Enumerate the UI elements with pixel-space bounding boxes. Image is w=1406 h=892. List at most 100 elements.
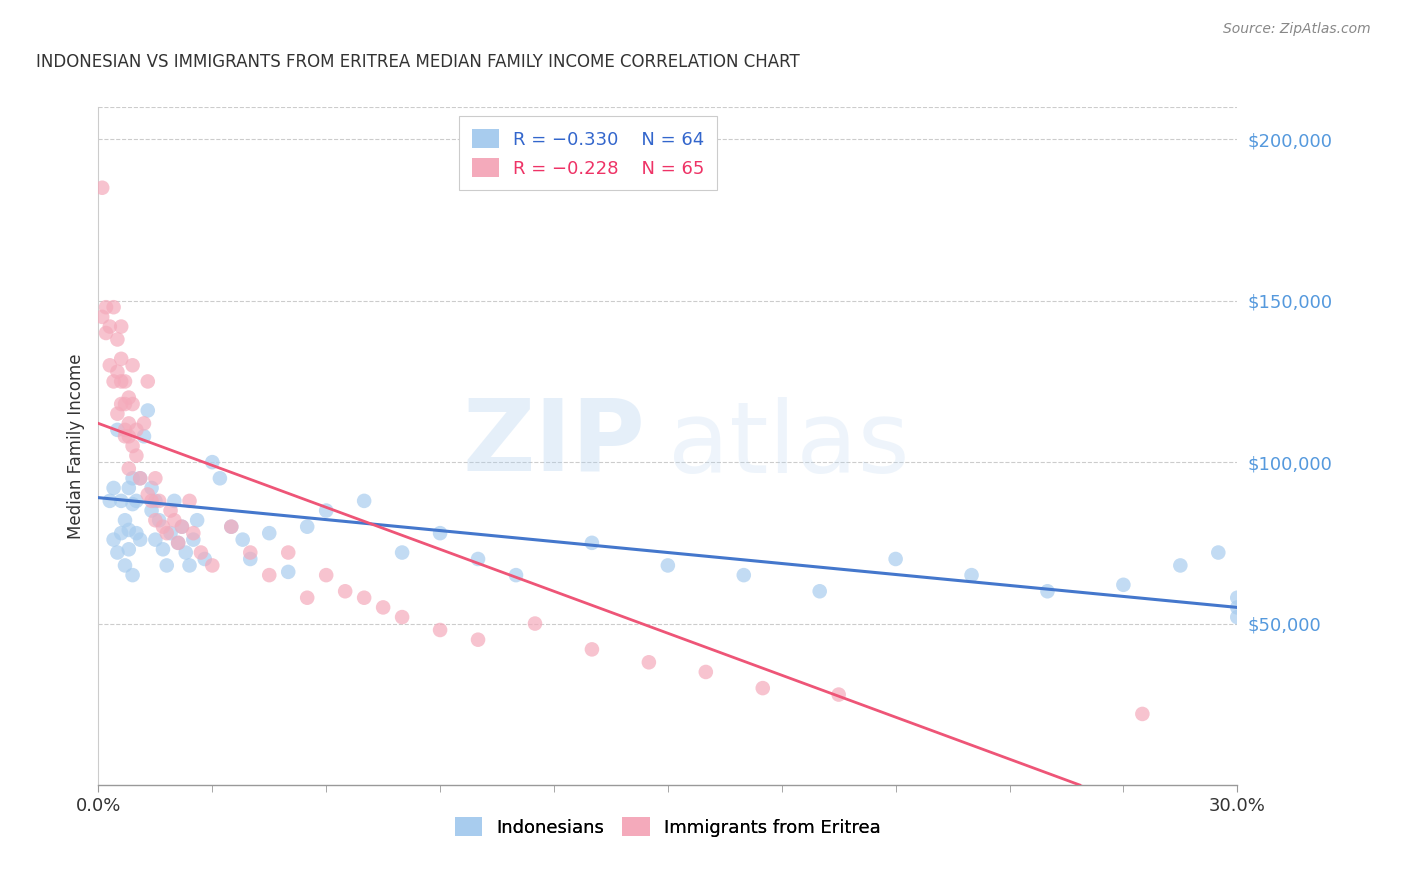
Point	[118, 429, 141, 443]
Point	[1208, 545, 1230, 559]
Point	[638, 655, 661, 669]
Point	[136, 375, 159, 389]
Point	[114, 423, 136, 437]
Point	[129, 533, 152, 547]
Point	[183, 533, 205, 547]
Point	[201, 455, 224, 469]
Point	[467, 552, 489, 566]
Point	[114, 375, 136, 389]
Point	[733, 568, 755, 582]
Point	[179, 494, 201, 508]
Point	[179, 558, 201, 573]
Point	[277, 545, 299, 559]
Point	[581, 536, 603, 550]
Point	[1226, 600, 1249, 615]
Point	[121, 397, 143, 411]
Point	[190, 545, 212, 559]
Point	[107, 545, 129, 559]
Point	[114, 513, 136, 527]
Point	[125, 449, 148, 463]
Point	[125, 423, 148, 437]
Point	[118, 481, 141, 495]
Point	[1170, 558, 1192, 573]
Point	[159, 526, 181, 541]
Point	[103, 375, 125, 389]
Point	[107, 365, 129, 379]
Point	[429, 526, 451, 541]
Point	[239, 552, 262, 566]
Point	[221, 519, 243, 533]
Point	[170, 519, 193, 533]
Point	[121, 439, 143, 453]
Point	[315, 503, 337, 517]
Point	[121, 497, 143, 511]
Point	[695, 665, 717, 679]
Point	[114, 429, 136, 443]
Point	[94, 326, 117, 340]
Point	[107, 423, 129, 437]
Point	[110, 351, 132, 366]
Point	[145, 533, 167, 547]
Point	[148, 494, 170, 508]
Point	[118, 417, 141, 431]
Point	[174, 545, 197, 559]
Text: Source: ZipAtlas.com: Source: ZipAtlas.com	[1223, 22, 1371, 37]
Point	[1036, 584, 1059, 599]
Point	[1226, 591, 1249, 605]
Point	[121, 568, 143, 582]
Point	[884, 552, 907, 566]
Point	[277, 565, 299, 579]
Point	[110, 397, 132, 411]
Point	[91, 310, 114, 324]
Point	[163, 494, 186, 508]
Point	[107, 333, 129, 347]
Point	[110, 526, 132, 541]
Legend: Indonesians, Immigrants from Eritrea: Indonesians, Immigrants from Eritrea	[447, 809, 889, 844]
Point	[208, 471, 231, 485]
Text: INDONESIAN VS IMMIGRANTS FROM ERITREA MEDIAN FAMILY INCOME CORRELATION CHART: INDONESIAN VS IMMIGRANTS FROM ERITREA ME…	[35, 53, 800, 70]
Point	[114, 558, 136, 573]
Point	[353, 494, 375, 508]
Point	[91, 180, 114, 194]
Point	[960, 568, 983, 582]
Point	[297, 591, 319, 605]
Point	[141, 494, 163, 508]
Text: atlas: atlas	[668, 398, 910, 494]
Point	[148, 513, 170, 527]
Point	[167, 536, 190, 550]
Point	[110, 319, 132, 334]
Point	[156, 558, 179, 573]
Point	[118, 391, 141, 405]
Point	[141, 481, 163, 495]
Point	[221, 519, 243, 533]
Point	[1112, 578, 1135, 592]
Point	[156, 526, 179, 541]
Point	[391, 610, 413, 624]
Point	[94, 300, 117, 314]
Point	[145, 471, 167, 485]
Point	[136, 403, 159, 417]
Point	[98, 359, 121, 373]
Point	[136, 487, 159, 501]
Point	[167, 536, 190, 550]
Point	[170, 519, 193, 533]
Y-axis label: Median Family Income: Median Family Income	[66, 353, 84, 539]
Point	[201, 558, 224, 573]
Point	[371, 600, 394, 615]
Point	[152, 542, 174, 557]
Point	[110, 375, 132, 389]
Point	[297, 519, 319, 533]
Point	[657, 558, 679, 573]
Point	[103, 481, 125, 495]
Point	[107, 407, 129, 421]
Point	[98, 319, 121, 334]
Point	[118, 523, 141, 537]
Point	[141, 503, 163, 517]
Point	[429, 623, 451, 637]
Point	[808, 584, 831, 599]
Point	[132, 417, 155, 431]
Point	[129, 471, 152, 485]
Point	[828, 688, 851, 702]
Point	[467, 632, 489, 647]
Text: ZIP: ZIP	[463, 394, 645, 491]
